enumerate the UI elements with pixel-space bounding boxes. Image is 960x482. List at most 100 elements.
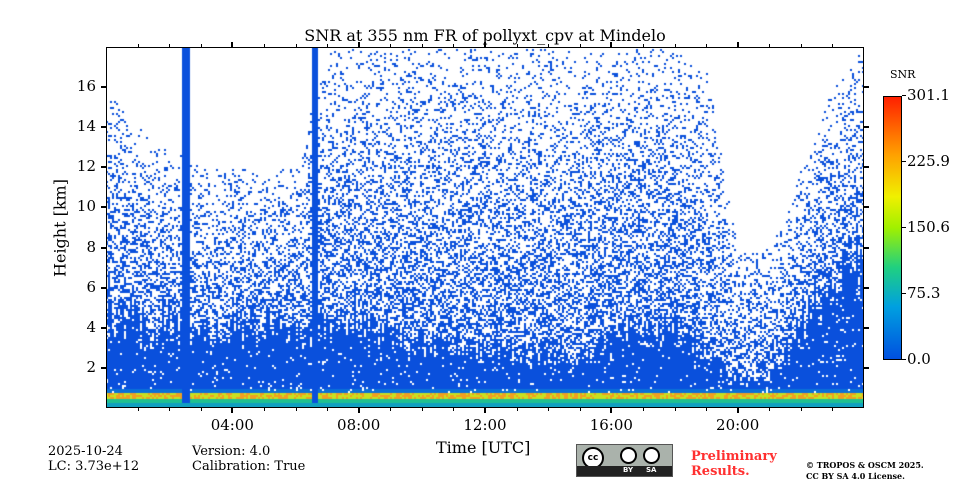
x-minor-tick — [800, 408, 802, 411]
colorbar-tick — [902, 161, 906, 162]
x-minor-tick — [769, 408, 771, 411]
x-minor-tick — [421, 408, 423, 411]
x-minor-tick — [516, 408, 518, 411]
x-tick-mark — [231, 408, 234, 413]
x-minor-tick — [706, 408, 708, 411]
x-minor-tick-top — [295, 44, 297, 47]
chart-title: SNR at 355 nm FR of pollyxt_cpv at Minde… — [304, 26, 666, 45]
results-text: Results. — [691, 464, 750, 479]
y-tick-mark — [101, 366, 106, 369]
x-minor-tick-top — [169, 44, 171, 47]
x-minor-tick-top — [200, 44, 202, 47]
calibration-text: Calibration: True — [192, 459, 306, 474]
x-tick-label: 12:00 — [463, 416, 507, 434]
x-tick-mark-top — [484, 42, 486, 47]
y-tick-mark — [101, 166, 106, 169]
x-minor-tick-top — [832, 44, 834, 47]
x-minor-tick-top — [674, 44, 676, 47]
date-text: 2025-10-24 — [48, 444, 123, 459]
x-tick-mark — [736, 408, 739, 413]
plot-frame — [106, 47, 864, 408]
x-minor-tick-top — [421, 44, 423, 47]
x-minor-tick — [137, 408, 139, 411]
x-minor-tick — [832, 408, 834, 411]
colorbar-label: SNR — [890, 68, 916, 81]
colorbar-tick-label: 0.0 — [907, 350, 931, 368]
colorbar-tick-label: 150.6 — [907, 218, 950, 236]
x-minor-tick-top — [769, 44, 771, 47]
y-tick-mark-right — [864, 286, 869, 289]
x-tick-mark — [357, 408, 360, 413]
y-tick-mark — [101, 326, 106, 329]
x-minor-tick — [169, 408, 171, 411]
x-tick-label: 04:00 — [210, 416, 254, 434]
y-tick-mark — [101, 286, 106, 289]
x-minor-tick-top — [327, 44, 329, 47]
y-tick-label: 14 — [76, 117, 96, 136]
x-minor-tick-top — [390, 44, 392, 47]
y-tick-mark — [101, 86, 106, 89]
x-minor-tick-top — [516, 44, 518, 47]
y-tick-mark-right — [864, 126, 869, 129]
x-minor-tick-top — [548, 44, 550, 47]
colorbar-tick — [902, 227, 906, 228]
preliminary-text: Preliminary — [691, 449, 777, 464]
copyright: © TROPOS & OSCM 2025. CC BY SA 4.0 Licen… — [806, 460, 924, 482]
x-minor-tick-top — [453, 44, 455, 47]
footer-mid: Version: 4.0 Calibration: True — [192, 444, 305, 474]
x-minor-tick — [263, 408, 265, 411]
colorbar-tick — [902, 293, 906, 294]
version-text: Version: 4.0 — [192, 444, 271, 459]
x-minor-tick — [579, 408, 581, 411]
x-tick-mark-top — [736, 42, 739, 47]
x-axis-label: Time [UTC] — [436, 438, 531, 457]
y-axis-label: Height [km] — [50, 179, 70, 277]
colorbar — [883, 96, 902, 360]
y-tick-mark-right — [864, 166, 869, 169]
colorbar-tick — [902, 359, 906, 360]
colorbar-tick — [902, 95, 906, 96]
copyright-text: © TROPOS & OSCM 2025. — [806, 460, 924, 470]
x-tick-mark — [610, 408, 613, 413]
by-person-icon — [620, 447, 637, 464]
y-tick-label: 6 — [86, 277, 96, 296]
y-tick-label: 4 — [86, 317, 96, 336]
x-minor-tick-top — [642, 44, 644, 47]
y-tick-label: 10 — [76, 197, 96, 216]
x-minor-tick — [327, 408, 329, 411]
sa-text: SA — [646, 466, 657, 474]
sa-share-icon — [643, 447, 660, 464]
x-minor-tick-top — [800, 44, 802, 47]
x-tick-label: 08:00 — [337, 416, 381, 434]
x-tick-mark-top — [357, 42, 360, 47]
y-tick-mark — [101, 206, 106, 209]
cc-license-logo: cc BY SA — [576, 444, 673, 477]
x-tick-mark-top — [610, 42, 613, 47]
x-minor-tick — [674, 408, 676, 411]
x-minor-tick — [390, 408, 392, 411]
y-tick-mark-right — [864, 246, 869, 249]
y-tick-mark — [101, 246, 106, 249]
y-tick-label: 12 — [76, 157, 96, 176]
y-tick-mark-right — [864, 206, 869, 209]
preliminary-notice: Preliminary Results. — [691, 449, 777, 479]
x-tick-label: 20:00 — [716, 416, 760, 434]
x-minor-tick — [642, 408, 644, 411]
y-tick-mark-right — [864, 326, 869, 329]
colorbar-tick-label: 75.3 — [907, 284, 941, 302]
lc-text: LC: 3.73e+12 — [48, 459, 140, 474]
colorbar-tick-label: 301.1 — [907, 86, 950, 104]
y-tick-label: 8 — [86, 237, 96, 256]
snr-heatmap — [106, 47, 864, 408]
y-tick-label: 2 — [86, 357, 96, 376]
colorbar-tick-label: 225.9 — [907, 152, 950, 170]
x-minor-tick — [295, 408, 297, 411]
y-tick-label: 16 — [76, 77, 96, 96]
x-minor-tick — [453, 408, 455, 411]
y-tick-mark-right — [864, 86, 869, 89]
x-tick-label: 16:00 — [589, 416, 633, 434]
license-text: CC BY SA 4.0 License. — [806, 471, 905, 481]
x-minor-tick-top — [263, 44, 265, 47]
x-minor-tick-top — [706, 44, 708, 47]
x-minor-tick — [200, 408, 202, 411]
